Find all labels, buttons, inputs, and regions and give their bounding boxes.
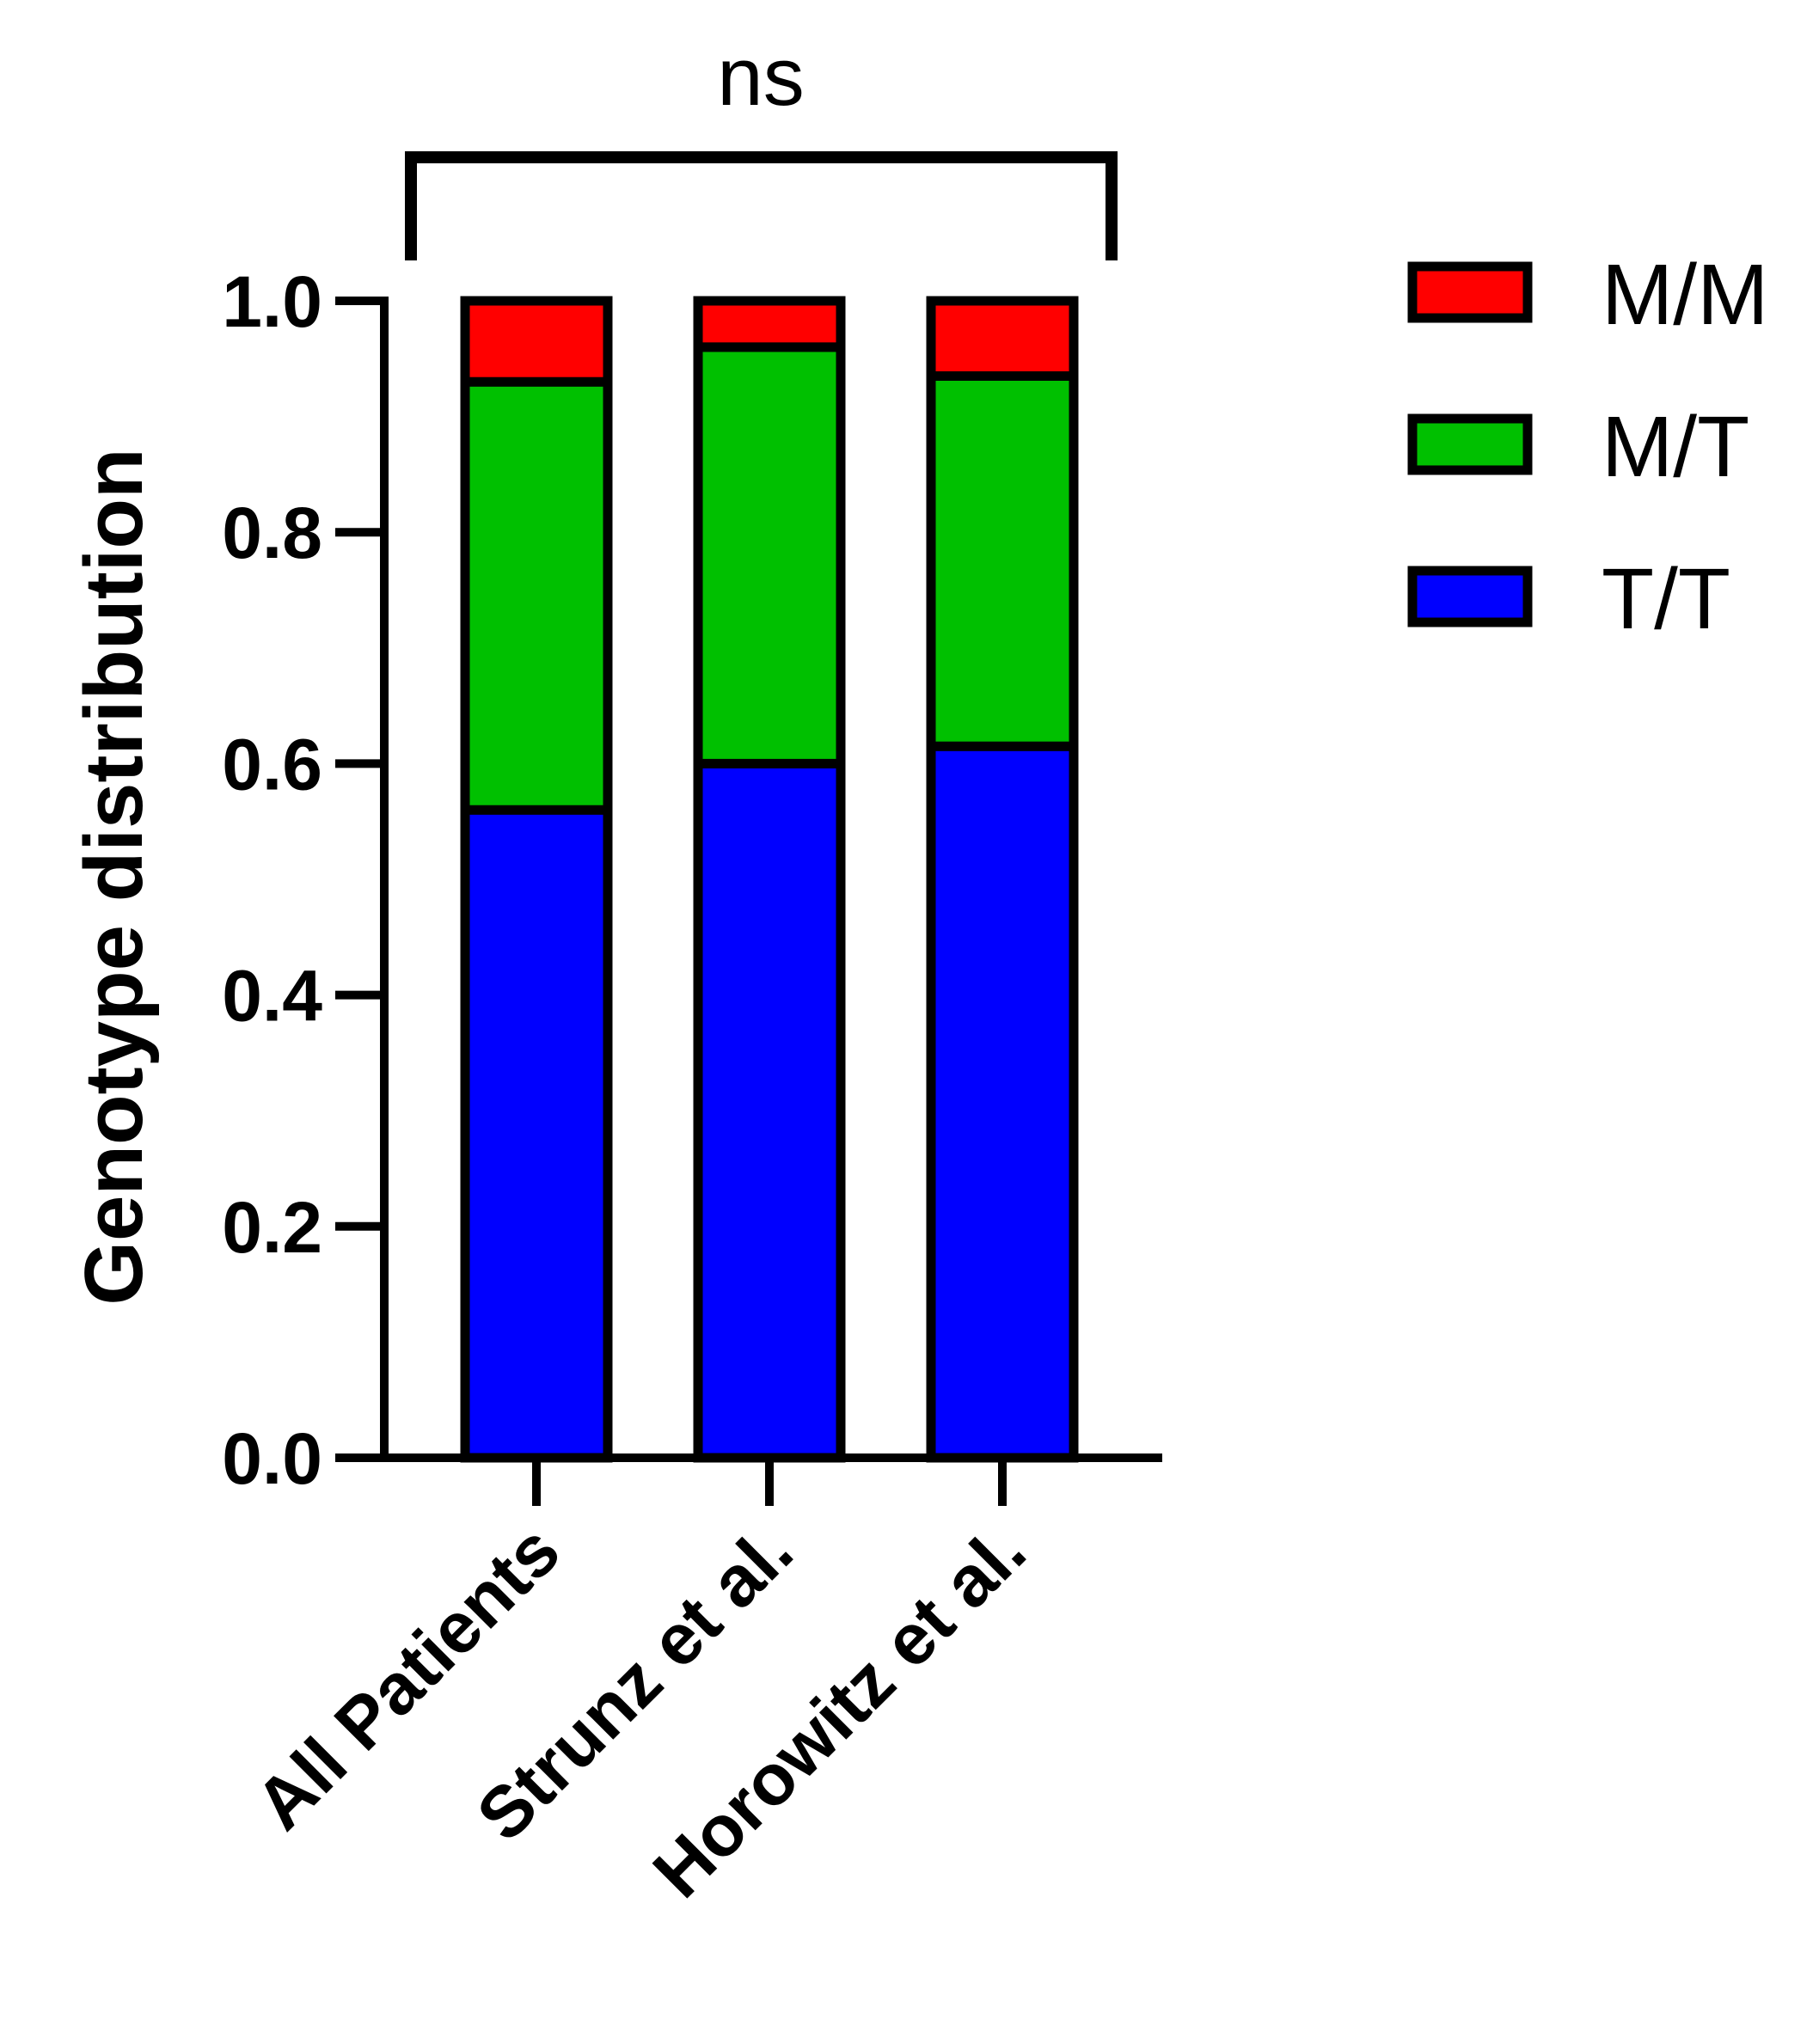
bar-horowitz-et-al-m-m [926,296,1079,381]
bars-layer [460,296,1079,1463]
bar-horowitz-et-al-t-t [926,741,1079,1463]
legend-swatch-m-t [1407,413,1533,475]
y-tick-label: 0.8 [222,493,322,573]
significance-label: ns [717,31,804,123]
bar-strunz-et-al-m-t [693,342,846,768]
bar-strunz-et-al-m-m [693,296,846,352]
y-ticks-layer: 0.0 0.2 0.4 0.6 0.8 1.0 [222,261,384,1499]
bar-horowitz-et-al-m-t [926,370,1079,751]
legend-label-t-t: T/T [1602,551,1730,647]
bar-all-patients-t-t [460,805,613,1463]
legend-label-m-m: M/M [1602,247,1768,343]
bar-strunz-et-al-t-t [693,758,846,1463]
legend: M/M M/T T/T [1407,247,1768,647]
y-tick-label: 0.2 [222,1187,322,1268]
legend-swatch-t-t [1407,566,1533,627]
y-tick-label: 1.0 [222,261,322,342]
axes-layer [335,297,1162,1462]
significance-bracket-line [405,151,1118,260]
y-axis-label: Genotype distribution [68,448,160,1305]
y-tick-label: 0.0 [222,1418,322,1499]
bar-all-patients-m-t [460,376,613,815]
significance-bracket: ns [405,31,1118,260]
y-tick-label: 0.4 [222,956,322,1037]
legend-label-m-t: M/T [1602,399,1749,495]
y-tick-label: 0.6 [222,724,322,805]
bar-all-patients-m-m [460,296,613,387]
legend-swatch-m-m [1407,261,1533,323]
